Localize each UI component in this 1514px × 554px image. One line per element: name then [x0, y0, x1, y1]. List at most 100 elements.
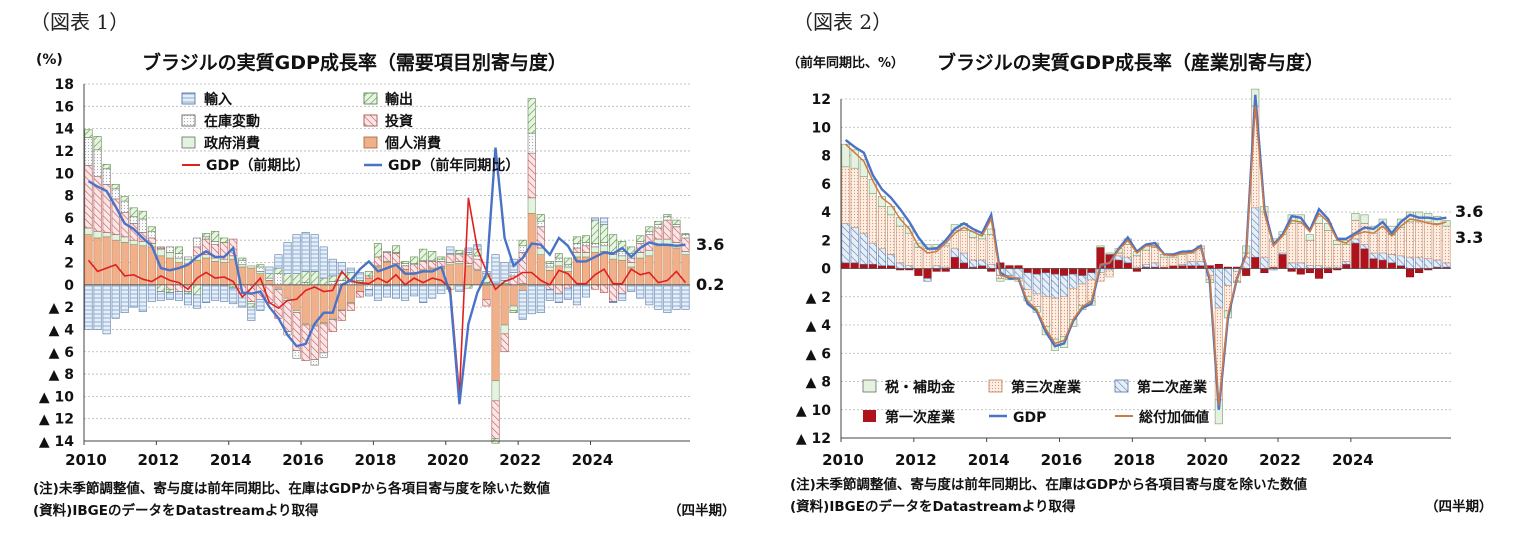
- bar-segment: [138, 210, 147, 220]
- bar-segment: [310, 271, 319, 286]
- bar-segment: [500, 324, 509, 335]
- bar-segment: [591, 284, 600, 290]
- bar-segment: [292, 234, 301, 274]
- bar-segment: [120, 284, 129, 314]
- bar-segment: [1396, 255, 1405, 266]
- bar-segment: [868, 193, 877, 244]
- bar-segment: [211, 241, 220, 245]
- bar-segment: [877, 248, 887, 266]
- bar-segment: [382, 285, 392, 298]
- bar-segment: [1314, 265, 1324, 269]
- bar-segment: [672, 247, 681, 286]
- bar-segment: [184, 291, 193, 295]
- bar-segment: [896, 225, 905, 264]
- bar-segment: [554, 257, 563, 262]
- bar-segment: [868, 263, 877, 269]
- y-tick-label: ▲ 10: [39, 389, 74, 405]
- bar-segment: [527, 152, 536, 199]
- bar-segment: [437, 284, 446, 295]
- footnote-quarterly: （四半期）: [668, 503, 736, 519]
- bar-segment: [93, 230, 102, 239]
- bar-segment: [138, 241, 147, 247]
- footnote-source: (資料)IBGEのデータをDatastreamより取得: [33, 503, 319, 519]
- bar-segment: [627, 284, 636, 292]
- legend-swatch-private: [363, 136, 378, 149]
- bar-segment: [1415, 221, 1424, 258]
- end-label-qoq: 0.2: [696, 275, 724, 294]
- bar-segment: [446, 262, 455, 266]
- bar-segment: [265, 266, 274, 274]
- bar-segment: [364, 275, 373, 279]
- bar-segment: [859, 232, 868, 265]
- bar-segment: [464, 247, 473, 253]
- series-line: [845, 106, 1447, 406]
- bar-segment: [328, 275, 337, 282]
- bar-segment: [1078, 275, 1087, 285]
- bar-segment: [1324, 268, 1333, 274]
- bar-segment: [1305, 265, 1314, 269]
- x-tick-label: 2022: [1259, 451, 1301, 469]
- y-tick-label: ▲ 2: [806, 290, 831, 306]
- bar-segment: [1096, 245, 1105, 248]
- bar-segment: [147, 230, 156, 239]
- bar-segment: [887, 254, 896, 266]
- bar-segment: [165, 246, 174, 253]
- bar-segment: [129, 244, 138, 286]
- bar-segment: [509, 310, 518, 314]
- bar-segment: [681, 251, 690, 255]
- bar-segment: [1351, 238, 1360, 244]
- bar-segment: [310, 234, 319, 272]
- bar-segment: [645, 255, 654, 286]
- bar-segment: [1032, 268, 1041, 275]
- bar-segment: [220, 237, 229, 243]
- bar-segment: [896, 217, 905, 227]
- bar-segment: [473, 270, 482, 286]
- bar-segment: [428, 284, 437, 299]
- bar-segment: [1442, 262, 1451, 268]
- bar-segment: [663, 245, 672, 286]
- bar-segment: [941, 245, 950, 268]
- bar-segment: [1260, 268, 1269, 274]
- y-tick-label: 10: [812, 120, 832, 136]
- bar-segment: [618, 284, 627, 295]
- bar-segment: [301, 271, 310, 283]
- bar-segment: [174, 246, 183, 254]
- bar-segment: [111, 234, 120, 241]
- end-label-gva: 3.3: [1455, 228, 1483, 247]
- bar-segment: [618, 259, 627, 286]
- y-tick-label: 6: [821, 177, 831, 193]
- bar-segment: [355, 272, 364, 281]
- bar-segment: [1424, 221, 1433, 259]
- bar-segment: [1305, 234, 1314, 241]
- bar-segment: [987, 268, 996, 272]
- bar-segment: [518, 239, 527, 247]
- legend-label-import: 輸入: [204, 91, 232, 108]
- y-tick-label: 8: [64, 189, 74, 205]
- bar-segment: [319, 246, 328, 279]
- bar-segment: [193, 294, 202, 309]
- bar-segment: [1405, 268, 1415, 278]
- x-tick-label: 2018: [1113, 451, 1155, 469]
- bar-segment: [1305, 268, 1314, 274]
- bar-segment: [156, 246, 165, 249]
- bar-segment: [1187, 265, 1196, 269]
- bar-segment: [932, 268, 941, 272]
- bar-segment: [978, 265, 987, 269]
- y-tick-label: 16: [55, 99, 74, 115]
- bar-segment: [600, 251, 609, 286]
- bar-segment: [102, 236, 111, 286]
- bar-segment: [1087, 272, 1096, 281]
- chart-title: ブラジルの実質GDP成長率（産業別寄与度）: [937, 52, 1324, 74]
- bar-segment: [1032, 293, 1041, 307]
- bar-segment: [364, 288, 373, 297]
- bar-segment: [193, 284, 202, 296]
- bar-segment: [1087, 268, 1096, 274]
- legend-swatch-investment: [363, 114, 378, 127]
- x-tick-label: 2024: [1332, 451, 1374, 469]
- bar-segment: [527, 284, 536, 315]
- bar-segment: [437, 256, 446, 260]
- legend-swatch-gov: [181, 136, 196, 149]
- bar-segment: [545, 270, 554, 286]
- bar-segment: [410, 264, 419, 273]
- bar-segment: [392, 245, 401, 253]
